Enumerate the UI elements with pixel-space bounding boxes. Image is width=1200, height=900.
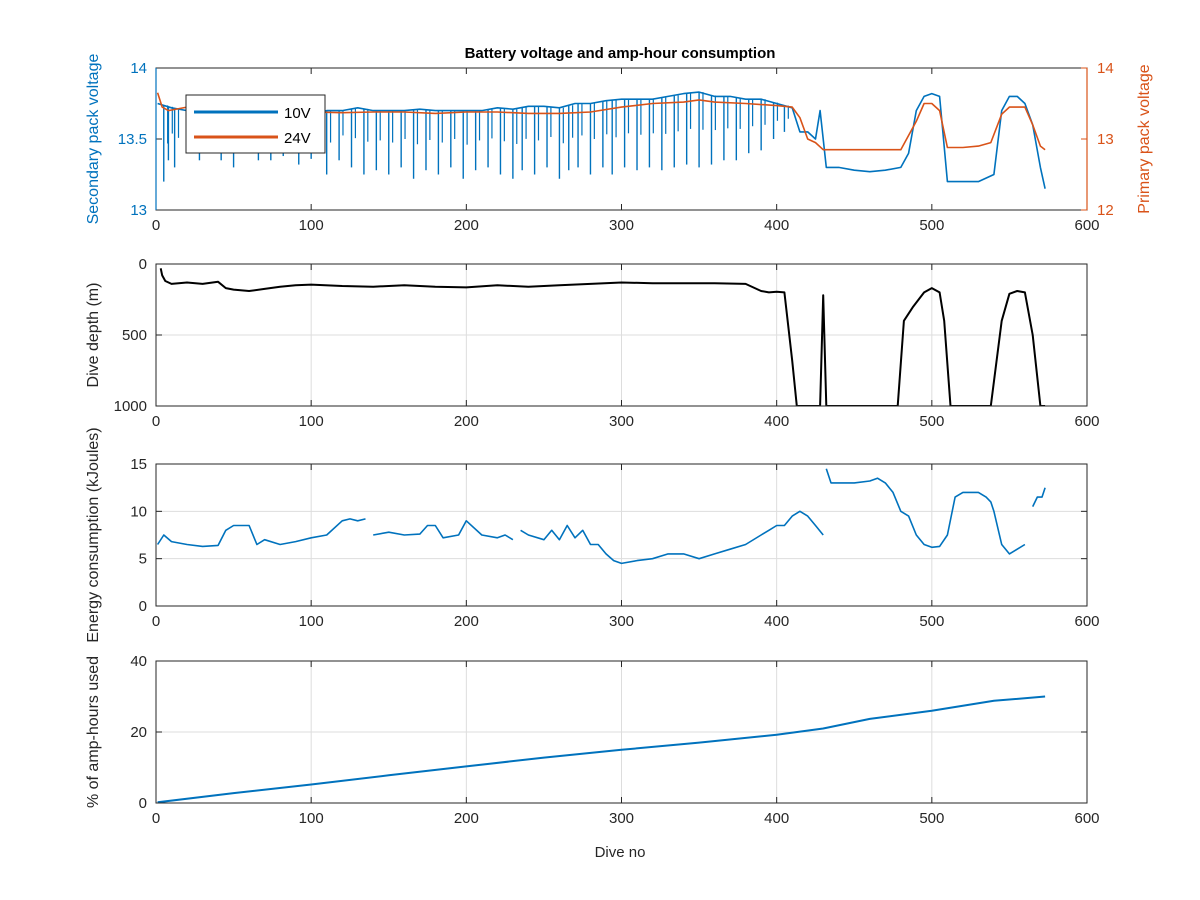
series-line-voltage-24V (156, 92, 1046, 151)
y-tick-label: 0 (139, 795, 147, 812)
x-tick-label: 100 (299, 810, 324, 827)
y-tick-label: 20 (130, 724, 147, 741)
x-tick-label: 0 (152, 413, 160, 430)
x-tick-label: 200 (454, 413, 479, 430)
x-tick-label: 0 (152, 613, 160, 630)
series-line-energy-segment (156, 518, 366, 548)
x-tick-label: 300 (609, 413, 634, 430)
x-tick-label: 400 (764, 217, 789, 234)
y-tick-label: 0 (139, 256, 147, 273)
y-tick-label: 15 (130, 456, 147, 473)
y-tick-label-right: 14 (1097, 60, 1114, 77)
x-tick-label: 200 (454, 810, 479, 827)
figure-title: Battery voltage and amp-hour consumption (465, 45, 776, 62)
x-axis-label: Dive no (595, 844, 646, 861)
x-tick-label: 300 (609, 217, 634, 234)
y-tick-label: 1000 (114, 398, 147, 415)
y-tick-label: 14 (130, 60, 147, 77)
y-axis-label-right: Primary pack voltage (1136, 64, 1153, 213)
legend-box (185, 94, 326, 154)
legend-label-24V: 24V (284, 130, 311, 147)
x-tick-label: 600 (1074, 810, 1099, 827)
plot-area-amphours (157, 695, 1046, 803)
y-tick-label: 13.5 (118, 131, 147, 148)
y-tick-label: 13 (130, 202, 147, 219)
axes-voltage: 0 100 200 300 400 500 600 13 13.5 14 12 13 14 Primary… (85, 54, 1153, 234)
x-tick-label: 200 (454, 613, 479, 630)
y-tick-label-right: 13 (1097, 131, 1114, 148)
series-line-energy-segment (373, 520, 514, 541)
y-axis-label: Secondary pack voltage (85, 54, 102, 225)
y-tick-label-right: 12 (1097, 202, 1114, 219)
y-tick-label: 40 (130, 653, 147, 670)
series-line-voltage-10V (157, 91, 1046, 189)
x-tick-label: 500 (919, 810, 944, 827)
plot-area-depth (159, 268, 1046, 406)
plot-area-energy (156, 468, 1046, 565)
y-axis-label: Energy consumption (kJoules) (85, 427, 102, 642)
x-tick-label: 300 (609, 613, 634, 630)
x-tick-label: 400 (764, 413, 789, 430)
x-tick-label: 500 (919, 217, 944, 234)
y-tick-label: 10 (130, 503, 147, 520)
x-tick-label: 600 (1074, 613, 1099, 630)
series-line-energy-segment (1031, 487, 1046, 507)
y-tick-label: 5 (139, 551, 147, 568)
x-tick-label: 0 (152, 217, 160, 234)
y-tick-label: 0 (139, 598, 147, 615)
x-tick-label: 500 (919, 413, 944, 430)
y-axis-label: % of amp-hours used (85, 656, 102, 808)
y-tick-label: 500 (122, 327, 147, 344)
x-tick-label: 400 (764, 613, 789, 630)
x-tick-label: 600 (1074, 413, 1099, 430)
x-tick-label: 100 (299, 217, 324, 234)
axes-amphours: 0 100 200 300 400 500 600 0 20 40 % of amp-hours u… (85, 653, 1100, 827)
x-tick-label: 100 (299, 413, 324, 430)
axes-energy: 0 100 200 300 400 500 600 0 5 10 15 Energy consumpt… (85, 427, 1100, 642)
x-tick-label: 400 (764, 810, 789, 827)
series-line-depth (159, 268, 1046, 406)
x-tick-label: 0 (152, 810, 160, 827)
series-line-energy-segment (825, 468, 1026, 555)
series-line-amphours (157, 695, 1046, 803)
y-axis-label: Dive depth (m) (85, 283, 102, 388)
axes-depth: 0 100 200 300 400 500 600 0 500 1000 Dive depth (m… (85, 256, 1100, 430)
x-tick-label: 200 (454, 217, 479, 234)
x-tick-label: 600 (1074, 217, 1099, 234)
x-tick-label: 500 (919, 613, 944, 630)
x-tick-label: 100 (299, 613, 324, 630)
x-tick-label: 300 (609, 810, 634, 827)
series-line-energy-segment (520, 510, 824, 565)
legend-label-10V: 10V (284, 105, 311, 122)
